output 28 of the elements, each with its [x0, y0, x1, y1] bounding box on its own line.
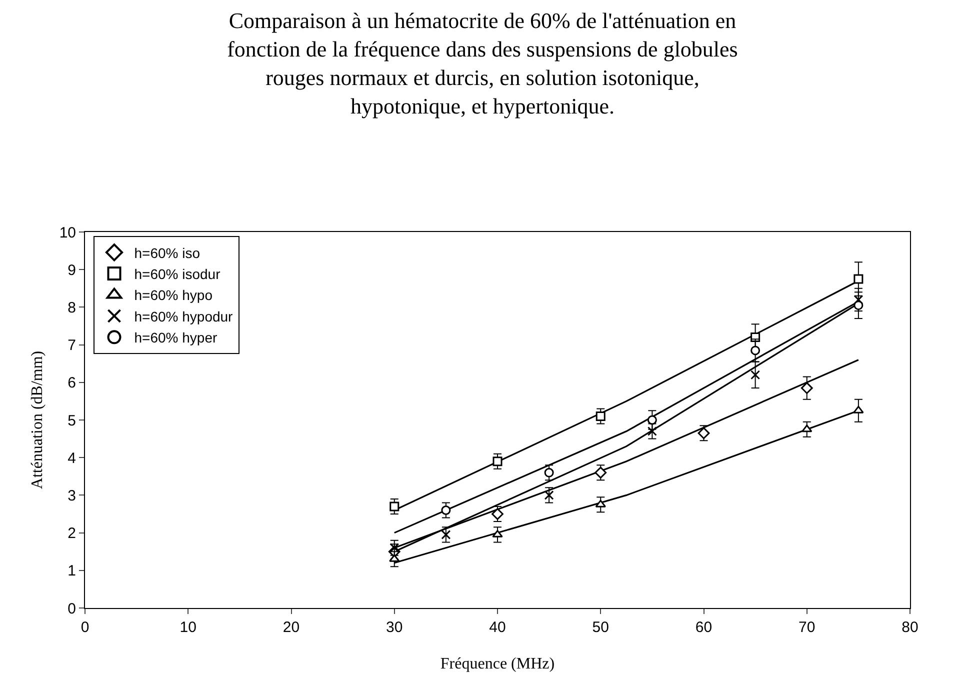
legend-label: h=60% hypodur: [134, 308, 234, 324]
y-axis-title: Atténuation (dB/mm): [29, 350, 46, 490]
x-tick-label: 10: [180, 619, 196, 636]
legend-label: h=60% hyper: [134, 330, 218, 346]
x-tick-label: 80: [902, 619, 918, 636]
chart-title: Comparaison à un hématocrite de 60% de l'atténuation en fonction de la fréquence dans des suspensions de globules rouges normaux et durcis, en solution isotonique, hypotonique, et hypertonique.: [227, 8, 738, 119]
y-tick-label: 0: [68, 600, 76, 618]
x-tick-label: 30: [386, 619, 403, 636]
y-tick-label: 10: [59, 224, 76, 242]
y-tick-label: 3: [68, 487, 76, 504]
x-tick-label: 60: [695, 619, 712, 636]
legend-label: h=60% hypo: [134, 287, 213, 304]
x-tick-label: 40: [489, 619, 506, 636]
x-axis-title: Fréquence (MHz): [440, 656, 555, 673]
y-tick-label: 6: [68, 374, 76, 392]
y-tick-label: 9: [68, 262, 76, 279]
legend-label: h=60% isodur: [134, 266, 221, 282]
x-tick-label: 70: [798, 619, 816, 636]
y-tick-label: 7: [68, 337, 76, 354]
y-tick-label: 4: [68, 450, 76, 467]
x-tick-label: 0: [80, 619, 90, 636]
legend-label: h=60% iso: [134, 244, 200, 261]
y-tick-label: 8: [68, 299, 76, 316]
y-tick-label: 1: [68, 562, 76, 580]
y-tick-label: 5: [68, 412, 76, 430]
x-tick-label: 50: [592, 619, 609, 636]
x-tick-label: 20: [282, 619, 300, 636]
y-tick-label: 2: [68, 525, 76, 542]
